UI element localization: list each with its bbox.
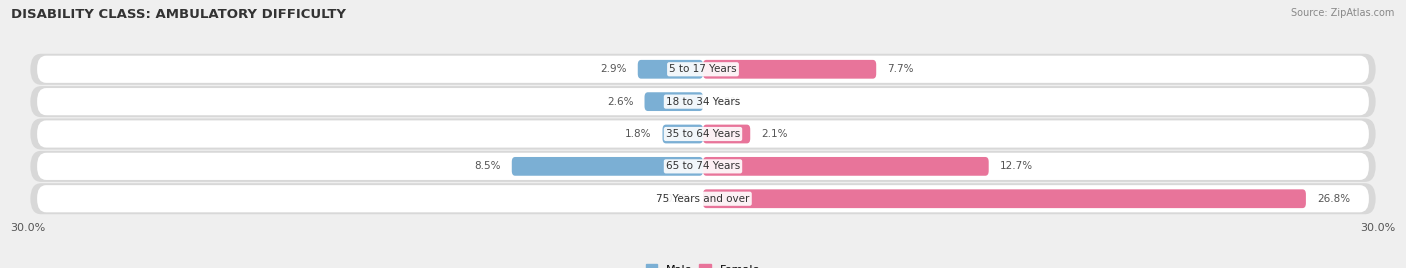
FancyBboxPatch shape [37,153,1369,180]
Text: 12.7%: 12.7% [1000,161,1033,171]
FancyBboxPatch shape [662,125,703,143]
FancyBboxPatch shape [31,151,1375,182]
Text: 2.9%: 2.9% [600,64,627,74]
FancyBboxPatch shape [31,54,1375,85]
FancyBboxPatch shape [31,118,1375,150]
Text: 65 to 74 Years: 65 to 74 Years [666,161,740,171]
FancyBboxPatch shape [37,56,1369,83]
FancyBboxPatch shape [703,125,751,143]
Text: 5 to 17 Years: 5 to 17 Years [669,64,737,74]
FancyBboxPatch shape [703,157,988,176]
Text: 75 Years and over: 75 Years and over [657,194,749,204]
Text: 0.0%: 0.0% [714,97,741,107]
FancyBboxPatch shape [638,60,703,79]
FancyBboxPatch shape [31,183,1375,214]
FancyBboxPatch shape [512,157,703,176]
FancyBboxPatch shape [703,189,1306,208]
Text: 26.8%: 26.8% [1317,194,1350,204]
FancyBboxPatch shape [37,185,1369,212]
Text: 1.8%: 1.8% [624,129,651,139]
FancyBboxPatch shape [37,88,1369,115]
Text: 8.5%: 8.5% [474,161,501,171]
Text: 2.6%: 2.6% [607,97,633,107]
Text: 2.1%: 2.1% [762,129,787,139]
FancyBboxPatch shape [703,60,876,79]
Text: 7.7%: 7.7% [887,64,914,74]
FancyBboxPatch shape [644,92,703,111]
Legend: Male, Female: Male, Female [641,260,765,268]
FancyBboxPatch shape [37,120,1369,148]
Text: DISABILITY CLASS: AMBULATORY DIFFICULTY: DISABILITY CLASS: AMBULATORY DIFFICULTY [11,8,346,21]
Text: 35 to 64 Years: 35 to 64 Years [666,129,740,139]
Text: Source: ZipAtlas.com: Source: ZipAtlas.com [1291,8,1395,18]
FancyBboxPatch shape [31,86,1375,117]
Text: 0.0%: 0.0% [665,194,692,204]
Text: 18 to 34 Years: 18 to 34 Years [666,97,740,107]
